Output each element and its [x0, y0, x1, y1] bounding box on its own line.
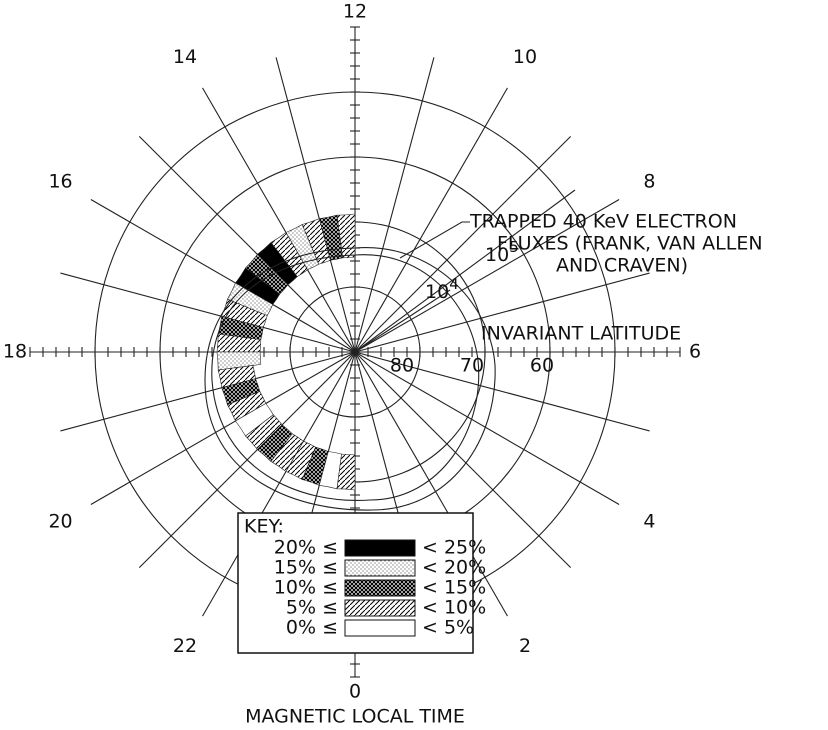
- annotation: TRAPPED 40 KeV ELECTRON: [469, 211, 737, 233]
- leader-line: [399, 221, 470, 259]
- hour-line: [354, 199, 620, 353]
- oval-sector: [336, 453, 356, 491]
- hour-line: [354, 351, 508, 617]
- hour-label: 4: [643, 511, 655, 533]
- hour-line: [354, 351, 620, 505]
- hour-line: [90, 351, 356, 505]
- key-swatch: [344, 599, 416, 617]
- latitude-label: 60: [530, 355, 554, 377]
- key-lower: 20% ≤: [274, 537, 338, 559]
- hour-label: 14: [173, 46, 197, 68]
- hour-label: 10: [513, 46, 537, 68]
- flux-contour: [211, 254, 480, 502]
- latitude-label: 70: [460, 355, 484, 377]
- key-lower: 10% ≤: [274, 577, 338, 599]
- hour-line: [354, 351, 650, 432]
- hour-line: [202, 87, 356, 353]
- key-upper: < 25%: [422, 537, 486, 559]
- hour-line: [60, 272, 356, 353]
- key-swatch: [344, 619, 416, 637]
- key: KEY: 20% ≤ < 25% 15% ≤ < 20% 10% ≤ < 15% 5% ≤ <…: [237, 512, 486, 654]
- latitude-label: 80: [390, 355, 414, 377]
- flux-label: 105: [485, 238, 519, 266]
- hour-line: [90, 199, 356, 353]
- key-swatch: [344, 539, 416, 557]
- hour-label: 18: [3, 341, 27, 363]
- hour-label: 22: [173, 635, 197, 657]
- hour-line: [275, 57, 356, 353]
- occurrence-oval: [216, 213, 356, 491]
- hour-label: 16: [48, 171, 72, 193]
- hour-line: [354, 272, 650, 353]
- leader-line: [354, 189, 576, 353]
- hour-line: [354, 351, 572, 569]
- leader-line: [354, 289, 451, 353]
- hour-label: 12: [343, 1, 367, 23]
- hour-label: 20: [48, 511, 72, 533]
- hour-label: 6: [689, 341, 701, 363]
- key-lower: 15% ≤: [274, 557, 338, 579]
- annotation: FLUXES (FRANK, VAN ALLEN: [497, 233, 763, 255]
- key-upper: < 10%: [422, 597, 486, 619]
- labels: TRAPPED 40 KeV ELECTRON FLUXES (FRANK, V…: [3, 1, 763, 728]
- flux-label: 104: [425, 275, 459, 303]
- flux-contour: [204, 247, 496, 511]
- hour-line: [60, 351, 356, 432]
- hour-line: [138, 135, 356, 353]
- key-upper: < 5%: [422, 617, 474, 639]
- axis-label: INVARIANT LATITUDE: [481, 323, 681, 345]
- hour-line: [354, 87, 508, 353]
- hour-line: [202, 351, 356, 617]
- key-lower: 5% ≤: [286, 597, 338, 619]
- hour-label: 2: [519, 635, 531, 657]
- key-upper: < 15%: [422, 577, 486, 599]
- axis-title: MAGNETIC LOCAL TIME: [245, 706, 465, 728]
- key-swatch: [344, 579, 416, 597]
- key-title: KEY:: [244, 516, 284, 538]
- annotation: AND CRAVEN): [556, 255, 688, 277]
- key-swatch: [344, 559, 416, 577]
- key-lower: 0% ≤: [286, 617, 338, 639]
- hour-line: [354, 57, 435, 353]
- key-upper: < 20%: [422, 557, 486, 579]
- hour-label: 8: [643, 171, 655, 193]
- hour-line: [354, 135, 572, 353]
- hour-label: 0: [349, 681, 361, 703]
